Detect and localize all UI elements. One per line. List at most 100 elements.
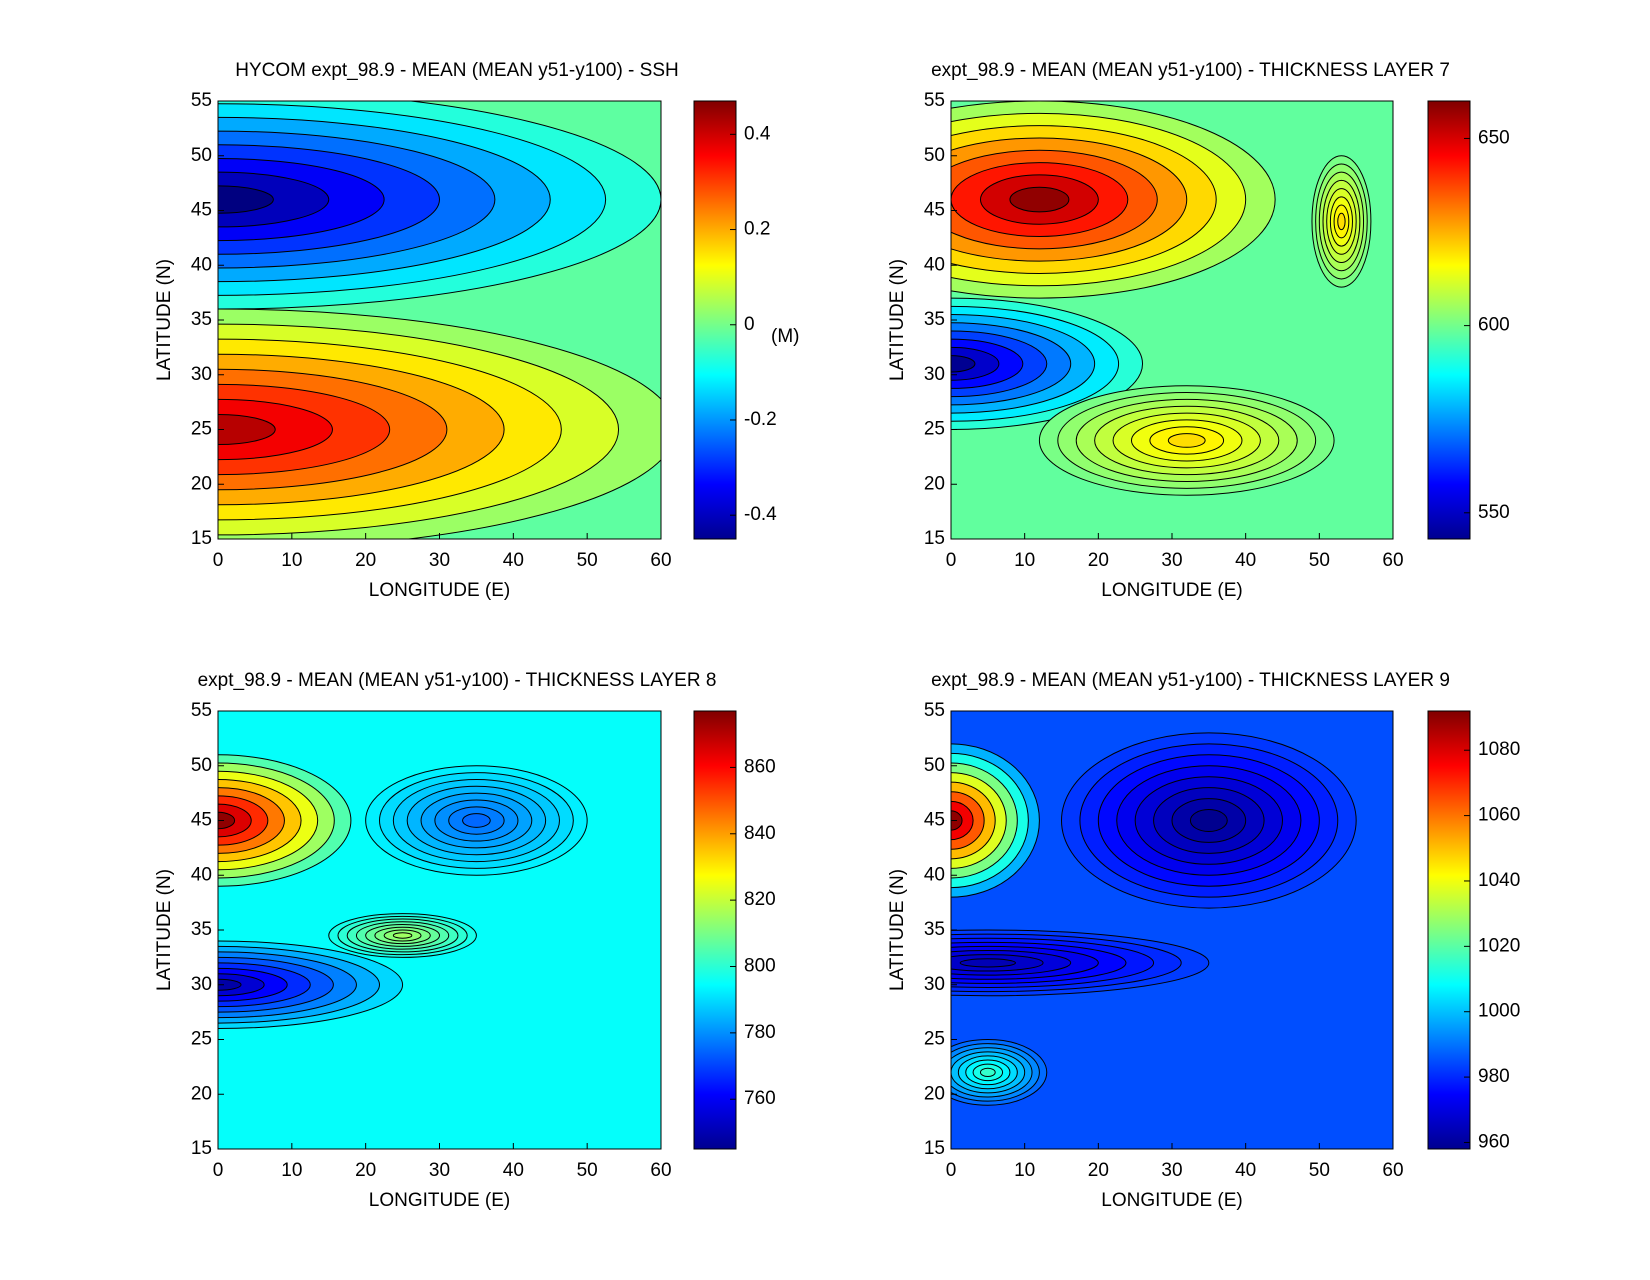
x-axis-label: LONGITUDE (E) [369, 1190, 510, 1211]
x-tick-label: 20 [1088, 550, 1109, 571]
contours [218, 101, 661, 539]
x-tick-label: 40 [503, 550, 524, 571]
x-tick-label: 10 [1014, 550, 1035, 571]
chart-title: HYCOM expt_98.9 - MEAN (MEAN y51-y100) -… [235, 60, 678, 81]
y-tick-label: 20 [924, 1083, 945, 1104]
y-tick-label: 20 [924, 473, 945, 494]
panel: 0 10 20 30 40 50 60152025303540455055expt_98.9… [154, 670, 776, 1211]
y-tick-label: 15 [191, 1138, 212, 1159]
colorbar [693, 100, 737, 540]
panel: 0 10 20 30 40 50 60 15 20 25 30 35 40 45 50 55 HYCOM exp… [154, 60, 799, 601]
y-tick-label: 20 [191, 1083, 212, 1104]
y-tick-label: 50 [191, 145, 212, 166]
colorbar-tick-label: 1000 [1478, 1001, 1520, 1022]
y-tick-label: 45 [924, 810, 945, 831]
x-tick-label: 0 [213, 1160, 224, 1181]
x-tick-label: 10 [281, 550, 302, 571]
contour-level [218, 978, 242, 991]
colorbar-tick-label: 980 [1478, 1066, 1510, 1087]
colorbar-tick-label: -0.2 [744, 409, 777, 430]
y-tick-label: 55 [924, 90, 945, 111]
colorbar-tick-label: 840 [744, 823, 776, 844]
contour-level [1337, 212, 1346, 231]
y-axis-label: LATITUDE (N) [154, 869, 175, 991]
colorbar-tick-label: 1020 [1478, 935, 1520, 956]
x-axis-label: LONGITUDE (E) [1101, 580, 1242, 601]
x-axis-label: LONGITUDE (E) [369, 580, 510, 601]
y-tick-label: 25 [191, 1029, 212, 1050]
y-tick-label: 40 [924, 254, 945, 275]
x-tick-label: 30 [1161, 1160, 1182, 1181]
contour-level [959, 958, 1016, 968]
y-tick-label: 35 [924, 919, 945, 940]
colorbar-tick-label: 0.4 [744, 123, 771, 144]
x-tick-label: 0 [946, 550, 957, 571]
contours [951, 732, 1357, 1106]
x-tick-label: 40 [1235, 1160, 1256, 1181]
y-tick-label: 20 [191, 473, 212, 494]
y-tick-label: 30 [191, 974, 212, 995]
colorbar-tick-label: 960 [1478, 1131, 1510, 1152]
y-axis-label: LATITUDE (N) [887, 259, 908, 381]
x-tick-label: 50 [577, 1160, 598, 1181]
colorbar [693, 710, 737, 1150]
y-tick-label: 15 [924, 1138, 945, 1159]
y-tick-label: 40 [191, 254, 212, 275]
y-tick-label: 40 [191, 864, 212, 885]
x-tick-label: 30 [429, 550, 450, 571]
colorbar-tick-label: 1040 [1478, 870, 1520, 891]
x-tick-label: 50 [1309, 1160, 1330, 1181]
contours [951, 101, 1372, 496]
x-tick-label: 20 [1088, 1160, 1109, 1181]
contours [218, 754, 588, 1030]
y-tick-label: 15 [924, 528, 945, 549]
colorbar-tick-label: 820 [744, 889, 776, 910]
contour-level [218, 185, 274, 214]
x-tick-label: 40 [503, 1160, 524, 1181]
y-tick-label: 30 [191, 364, 212, 385]
contour-level [218, 811, 236, 830]
colorbar-tick-label: 780 [744, 1022, 776, 1043]
y-tick-label: 50 [191, 755, 212, 776]
y-tick-label: 30 [924, 364, 945, 385]
x-axis-label: LONGITUDE (E) [1101, 1190, 1242, 1211]
y-tick-label: 35 [924, 309, 945, 330]
colorbar-label: (M) [771, 326, 799, 347]
colorbar [1427, 100, 1471, 540]
x-tick-label: 10 [1014, 1160, 1035, 1181]
x-tick-label: 50 [577, 550, 598, 571]
y-tick-label: 15 [191, 528, 212, 549]
y-tick-label: 25 [924, 1029, 945, 1050]
panel: 0 10 20 30 40 50 60152025303540455055expt_98.9… [887, 670, 1520, 1211]
y-tick-label: 55 [924, 700, 945, 721]
y-tick-label: 25 [191, 419, 212, 440]
x-tick-label: 60 [650, 550, 671, 571]
x-tick-label: 60 [1382, 1160, 1403, 1181]
y-tick-label: 50 [924, 755, 945, 776]
x-tick-label: 0 [946, 1160, 957, 1181]
chart-title: expt_98.9 - MEAN (MEAN y51-y100) - THICK… [198, 670, 717, 691]
x-tick-label: 40 [1235, 550, 1256, 571]
colorbar-tick-label: 1080 [1478, 739, 1520, 760]
x-tick-label: 10 [281, 1160, 302, 1181]
contour-level [462, 813, 491, 828]
colorbar [1427, 710, 1471, 1150]
colorbar-tick-label: 650 [1478, 127, 1510, 148]
chart-title: expt_98.9 - MEAN (MEAN y51-y100) - THICK… [931, 60, 1450, 81]
colorbar-tick-label: -0.4 [744, 504, 777, 525]
x-tick-label: 20 [355, 550, 376, 571]
y-axis-label: LATITUDE (N) [154, 259, 175, 381]
y-tick-label: 30 [924, 974, 945, 995]
colorbar-tick-label: 860 [744, 756, 776, 777]
chart-title: expt_98.9 - MEAN (MEAN y51-y100) - THICK… [931, 670, 1450, 691]
contour-level [392, 932, 413, 939]
y-tick-label: 45 [191, 200, 212, 221]
y-tick-label: 55 [191, 90, 212, 111]
x-tick-label: 50 [1309, 550, 1330, 571]
x-tick-label: 30 [1161, 550, 1182, 571]
colorbar-tick-label: 1060 [1478, 805, 1520, 826]
colorbar-tick-label: 550 [1478, 502, 1510, 523]
contour-level [1167, 433, 1206, 448]
x-tick-label: 0 [213, 550, 224, 571]
